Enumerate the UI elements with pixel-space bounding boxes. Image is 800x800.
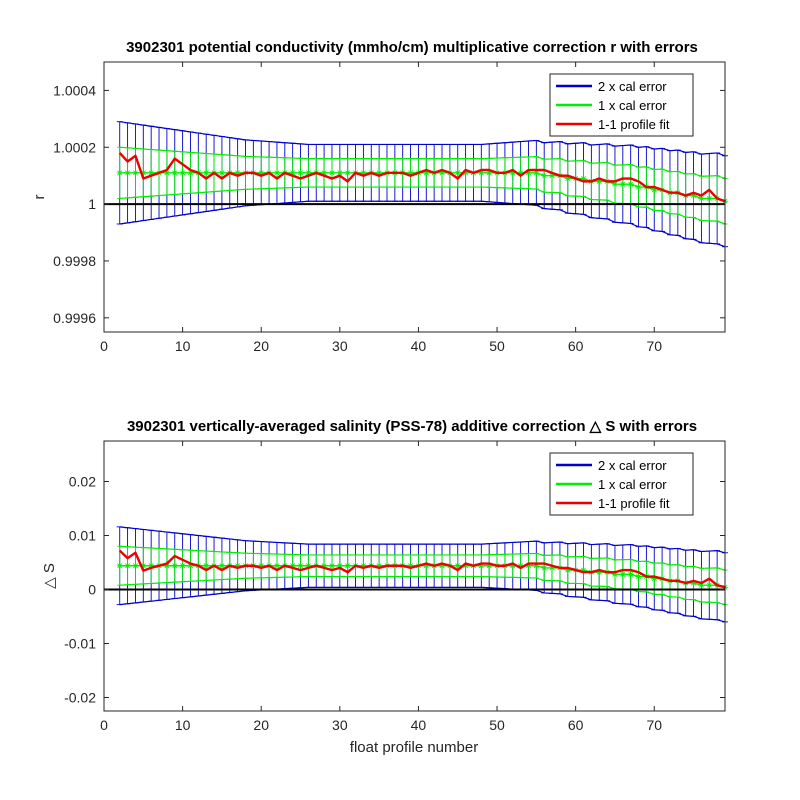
top-x-tick-label: 50 <box>489 338 505 354</box>
bottom-x-tick-label: 20 <box>253 717 269 733</box>
top-1x-upper-line <box>119 146 726 180</box>
top-y-tick-label: 1.0002 <box>53 139 96 155</box>
bottom-legend-label-2x: 2 x cal error <box>598 458 667 473</box>
bottom-x-tick-label: 60 <box>568 717 584 733</box>
top-2x-lower-line <box>119 200 726 248</box>
top-x-tick-label: 10 <box>175 338 191 354</box>
top-y-tick-label: 1.0004 <box>53 82 96 98</box>
bottom-x-tick-label: 70 <box>646 717 662 733</box>
top-x-tick-label: 20 <box>253 338 269 354</box>
x-axis-label: float profile number <box>350 739 478 756</box>
bottom-y-axis-label: △ S <box>41 563 58 589</box>
bottom-profile-fit-line <box>118 549 726 589</box>
bottom-legend-label-fit: 1-1 profile fit <box>598 496 670 511</box>
top-legend-label-2x: 2 x cal error <box>598 79 667 94</box>
top-x-tick-label: 60 <box>568 338 584 354</box>
bottom-subplot: 3902301 vertically-averaged salinity (PS… <box>41 418 728 756</box>
bottom-x-tick-label: 40 <box>411 717 427 733</box>
bottom-legend-label-1x: 1 x cal error <box>598 477 667 492</box>
top-x-tick-label: 40 <box>411 338 427 354</box>
bottom-y-tick-label: -0.02 <box>64 690 96 706</box>
bottom-x-tick-label: 0 <box>100 717 108 733</box>
bottom-axes-box <box>103 440 726 712</box>
bottom-2x-upper-line <box>119 526 726 554</box>
top-profile-fit-line <box>118 152 726 203</box>
bottom-1x-upper-line <box>119 545 726 571</box>
top-chart-title: 3902301 potential conductivity (mmho/cm)… <box>126 39 698 56</box>
top-y-tick-label: 0.9996 <box>53 310 96 326</box>
top-y-axis-label: r <box>31 195 48 200</box>
top-chart-marks <box>104 121 728 248</box>
top-y-tick-label: 1 <box>88 196 96 212</box>
top-legend-label-1x: 1 x cal error <box>598 98 667 113</box>
bottom-2x-lower-line <box>119 586 726 623</box>
bottom-y-tick-label: -0.01 <box>64 636 96 652</box>
bottom-axis-ticks: 0 10 20 30 40 50 60 70 -0.02 -0.01 0 0.01 0.02 <box>64 441 725 733</box>
bottom-x-tick-label: 30 <box>332 717 348 733</box>
top-axis-ticks: 0 10 20 30 40 50 60 70 0.9996 0.9998 1 1.0002 1.0004 <box>53 62 725 354</box>
bottom-x-tick-label: 10 <box>175 717 191 733</box>
bottom-x-tick-label: 50 <box>489 717 505 733</box>
top-2x-upper-line <box>119 121 726 157</box>
bottom-chart-marks <box>104 526 728 623</box>
bottom-chart-title: 3902301 vertically-averaged salinity (PS… <box>127 418 697 435</box>
top-x-tick-label: 70 <box>646 338 662 354</box>
bottom-legend: 2 x cal error 1 x cal error 1-1 profile … <box>549 452 694 516</box>
bottom-y-tick-label: 0.02 <box>69 474 96 490</box>
top-legend-label-fit: 1-1 profile fit <box>598 117 670 132</box>
top-x-tick-label: 0 <box>100 338 108 354</box>
top-x-tick-label: 30 <box>332 338 348 354</box>
top-subplot: 3902301 potential conductivity (mmho/cm)… <box>31 39 728 354</box>
bottom-y-tick-label: 0 <box>88 582 96 598</box>
top-y-tick-label: 0.9998 <box>53 253 96 269</box>
top-axes-box <box>103 61 726 333</box>
bottom-y-tick-label: 0.01 <box>69 528 96 544</box>
top-1x-center-line <box>119 172 726 202</box>
top-legend: 2 x cal error 1 x cal error 1-1 profile … <box>549 73 694 137</box>
